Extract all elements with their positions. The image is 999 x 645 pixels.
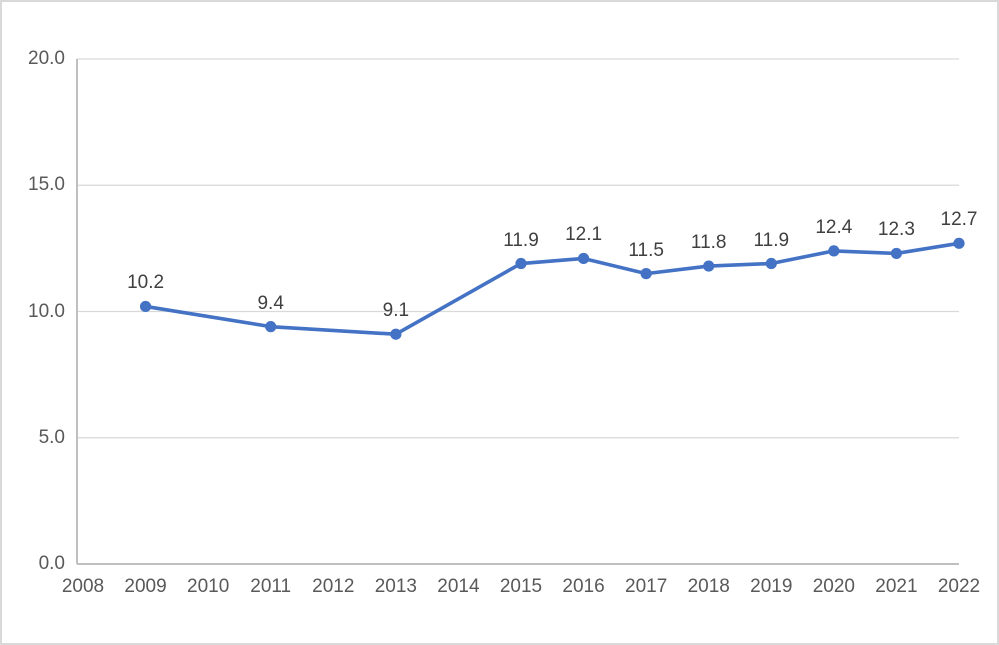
data-label: 12.7 (940, 209, 978, 231)
data-label: 11.9 (503, 229, 539, 251)
x-tick-label: 2019 (750, 576, 793, 597)
y-tick-label: 5.0 (38, 426, 65, 448)
data-point-marker (640, 268, 652, 280)
x-tick-label: 2009 (124, 576, 167, 597)
data-point-marker (828, 245, 840, 257)
data-label: 11.5 (628, 239, 664, 261)
data-point-marker (765, 257, 777, 270)
y-tick-label: 10.0 (28, 300, 65, 322)
x-tick-label: 2022 (937, 576, 981, 597)
x-tick-label: 2020 (812, 576, 855, 597)
x-tick-label: 2018 (687, 576, 730, 597)
data-label: 9.1 (382, 300, 410, 322)
data-point-marker (139, 300, 152, 313)
data-point-marker (953, 237, 965, 249)
data-point-marker (703, 260, 715, 272)
data-label: 11.8 (690, 232, 727, 254)
data-label: 11.9 (753, 229, 790, 251)
x-tick-label: 2013 (374, 576, 417, 597)
data-point-marker (577, 252, 590, 265)
x-tick-label: 2015 (499, 576, 543, 597)
data-point-marker (390, 328, 402, 340)
y-tick-label: 20.0 (28, 48, 65, 69)
data-point-marker (515, 257, 527, 270)
data-label: 12.4 (815, 216, 853, 238)
data-label: 12.1 (565, 224, 603, 246)
data-point-marker (265, 321, 277, 333)
x-tick-label: 2008 (61, 576, 105, 597)
x-tick-label: 2012 (312, 576, 355, 597)
y-tick-label: 0.0 (38, 553, 65, 574)
y-tick-label: 15.0 (28, 174, 65, 196)
data-point-marker (890, 247, 903, 260)
x-tick-label: 2011 (250, 576, 292, 597)
data-label: 9.4 (257, 292, 284, 314)
x-tick-label: 2017 (625, 576, 668, 597)
x-tick-label: 2016 (562, 576, 605, 597)
x-tick-label: 2014 (437, 576, 480, 597)
data-label: 10.2 (127, 272, 165, 294)
x-tick-label: 2010 (187, 576, 230, 597)
x-tick-label: 2021 (875, 576, 918, 597)
series-line (143, 241, 961, 337)
data-label: 12.3 (877, 219, 915, 241)
